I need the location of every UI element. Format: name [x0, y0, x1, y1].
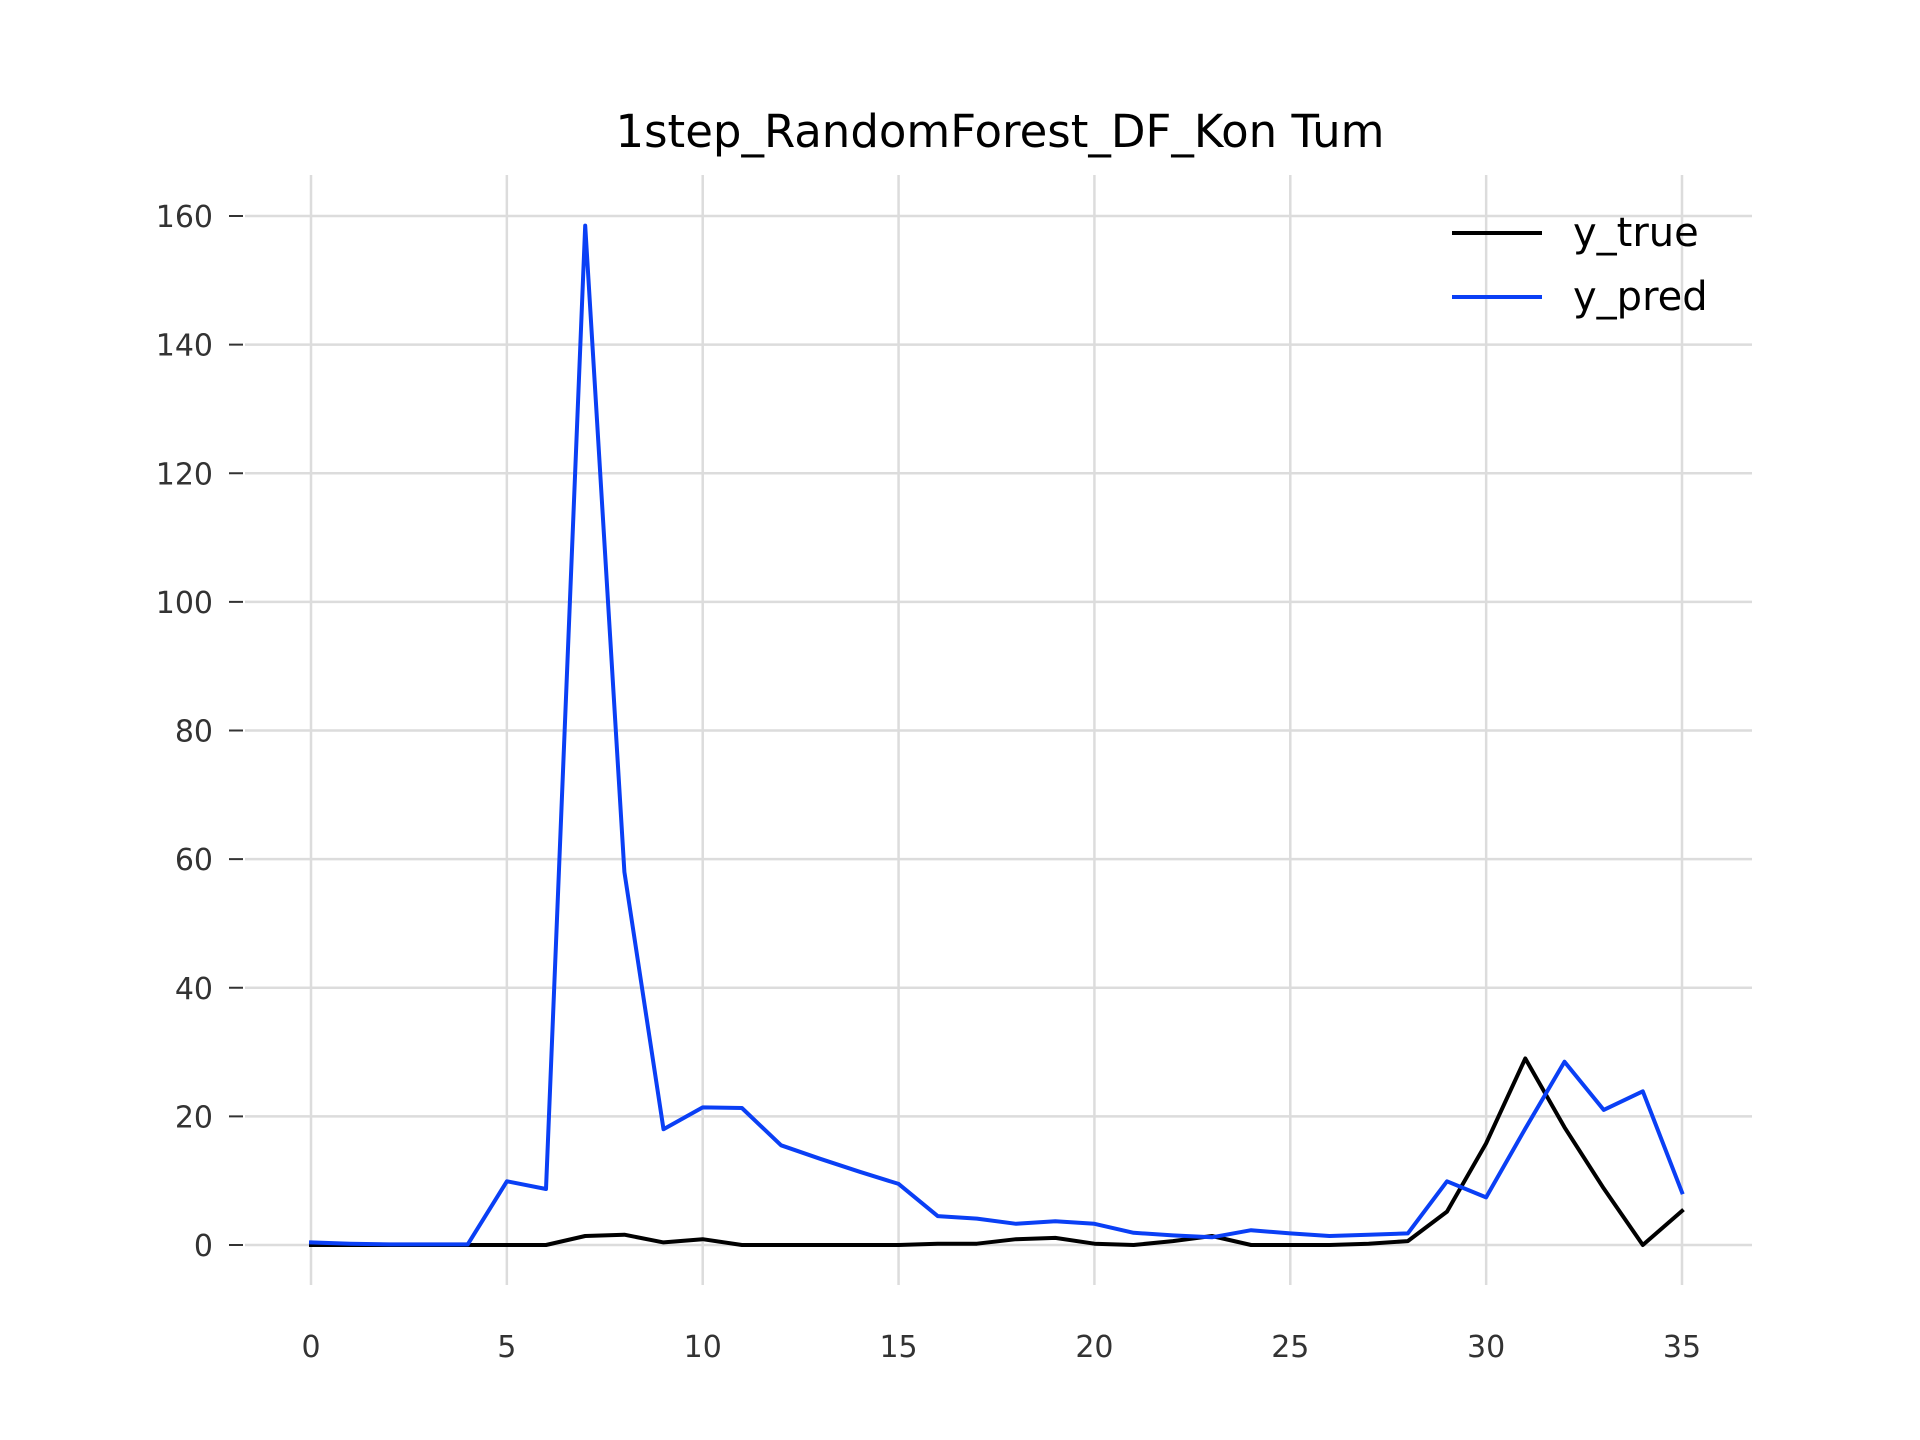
legend: y_true y_pred	[1452, 210, 1708, 320]
x-tick-label: 5	[497, 1330, 516, 1365]
y-tick-label: 100	[156, 586, 213, 621]
y-axis: 0 20 40 60 80 100 120 140 160	[156, 200, 243, 1264]
x-tick-label: 30	[1467, 1330, 1505, 1365]
x-tick-label: 10	[684, 1330, 722, 1365]
y-tick-label: 40	[175, 972, 213, 1007]
chart-title: 1step_RandomForest_DF_Kon Tum	[615, 105, 1384, 158]
x-tick-label: 25	[1271, 1330, 1309, 1365]
y-gridlines	[245, 214, 1752, 1247]
series-line-y-true	[309, 1056, 1685, 1247]
y-tick-label: 160	[156, 200, 213, 235]
legend-label-y-pred: y_pred	[1573, 274, 1708, 320]
x-tick-label: 20	[1075, 1330, 1113, 1365]
x-axis: 0 5 10 15 20 25 30 35	[301, 1330, 1701, 1365]
series-layer	[308, 223, 1685, 1247]
x-tick-label: 35	[1663, 1330, 1701, 1365]
y-tick-label: 60	[175, 843, 213, 878]
y-tick-label: 80	[175, 715, 213, 750]
series-line-y-pred	[308, 223, 1685, 1247]
legend-label-y-true: y_true	[1573, 210, 1699, 256]
y-tick-label: 120	[156, 457, 213, 492]
y-tick-label: 140	[156, 329, 213, 364]
x-tick-label: 15	[879, 1330, 917, 1365]
y-tick-label: 0	[194, 1229, 213, 1264]
y-tick-label: 20	[175, 1100, 213, 1135]
x-tick-label: 0	[301, 1330, 320, 1365]
